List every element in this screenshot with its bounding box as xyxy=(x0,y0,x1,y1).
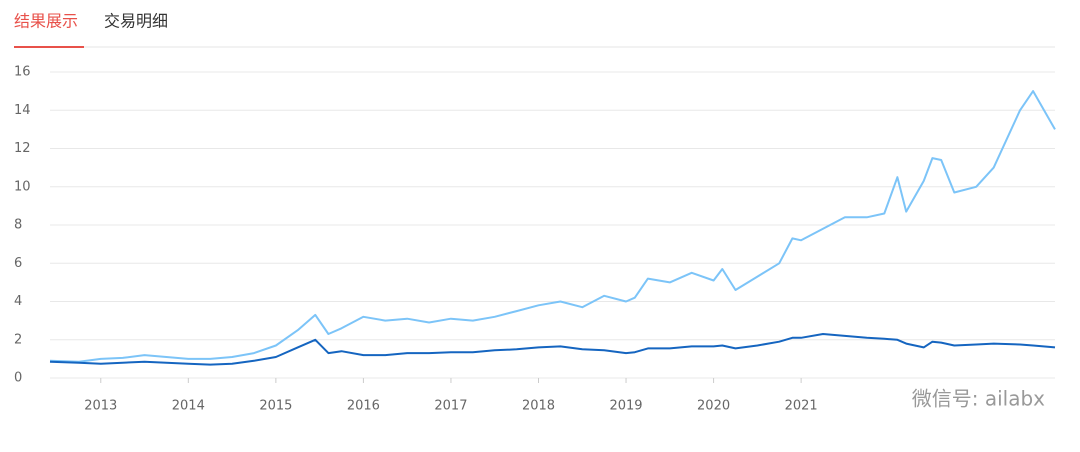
y-tick-label: 14 xyxy=(14,103,31,118)
y-tick-label: 8 xyxy=(14,218,22,233)
x-tick-label: 2017 xyxy=(434,399,467,414)
y-tick-label: 0 xyxy=(14,371,22,386)
x-tick-label: 2015 xyxy=(259,399,292,414)
y-tick-label: 4 xyxy=(14,294,22,309)
x-tick-label: 2020 xyxy=(697,399,730,414)
tab[interactable]: 交易明细 xyxy=(104,12,168,31)
y-tick-label: 16 xyxy=(14,65,31,80)
x-tick-label: 2021 xyxy=(785,399,818,414)
x-tick-label: 2013 xyxy=(84,399,117,414)
x-tick-label: 2016 xyxy=(347,399,380,414)
line-series xyxy=(49,333,1056,366)
y-tick-label: 2 xyxy=(14,332,22,347)
x-tick-label: 2014 xyxy=(172,399,205,414)
x-tick-label: 2019 xyxy=(609,399,642,414)
line-series xyxy=(49,90,1056,363)
chart: 0 2 4 6 8 10 12 14 16 2013 2014 2015 2016 2017 2018 201… xyxy=(14,65,1056,414)
y-tick-label: 10 xyxy=(14,179,31,194)
x-tick-label: 2018 xyxy=(522,399,555,414)
y-tick-label: 6 xyxy=(14,256,22,271)
y-tick-label: 12 xyxy=(14,141,31,156)
watermark: 微信号: ailabx xyxy=(912,387,1045,411)
tab-active[interactable]: 结果展示 xyxy=(14,12,78,31)
